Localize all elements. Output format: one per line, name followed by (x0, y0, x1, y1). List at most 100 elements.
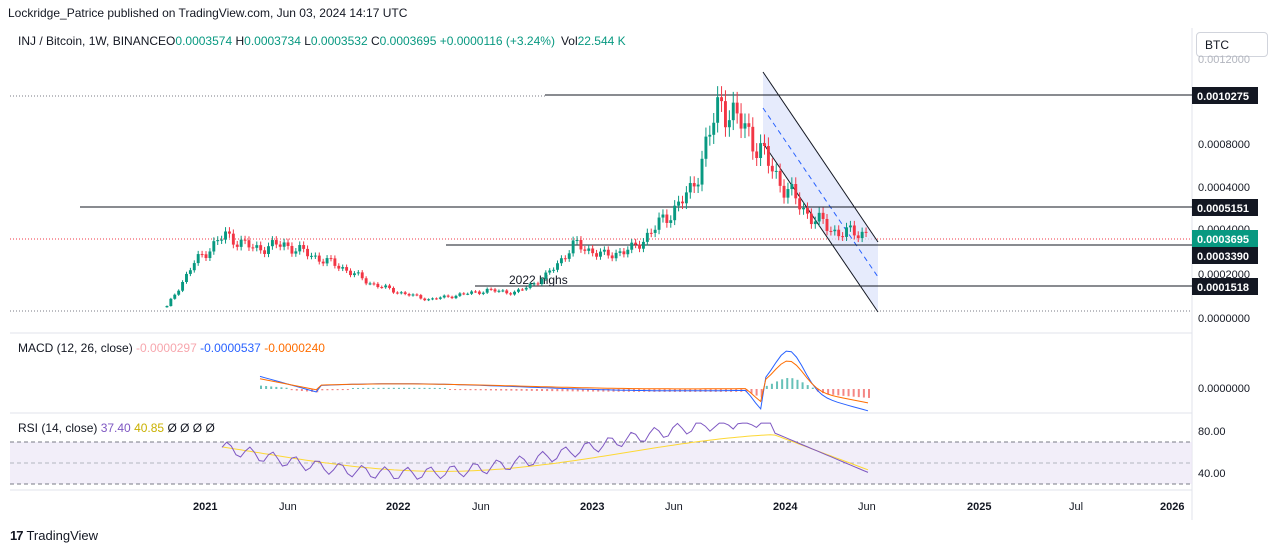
annotation-2022-highs[interactable]: 2022 highs (509, 273, 568, 287)
macd-hist-bar (300, 389, 303, 392)
candle-body (614, 252, 618, 259)
macd-hist-bar (351, 387, 354, 389)
price-tick-clipped: 0.0012000 (1198, 54, 1250, 66)
channel-upper-line[interactable] (762, 71, 879, 243)
candle-body (649, 232, 653, 234)
candle-body (778, 170, 782, 186)
candle-body (352, 273, 356, 276)
macd-hist-bar (837, 389, 840, 396)
candle-body (185, 273, 188, 282)
candle-body (626, 249, 630, 255)
candle-body (364, 278, 368, 284)
candle-body (220, 239, 224, 241)
candle-body (325, 258, 329, 264)
high-value: 0.0003734 (244, 34, 301, 48)
close-value: 0.0003695 (379, 34, 437, 48)
macd-hist-bar (454, 389, 457, 391)
candle-body (798, 198, 802, 210)
candle-body (458, 293, 462, 296)
macd-hist-bar (433, 387, 436, 389)
macd-hist-bar (832, 389, 835, 395)
macd-hist-bar (862, 389, 865, 398)
macd-hist-bar (372, 387, 375, 389)
rsi-value: 37.40 (100, 421, 131, 435)
symbol-name[interactable]: INJ / Bitcoin, 1W, BINANCE (18, 34, 167, 48)
low-value: 0.0003532 (310, 34, 368, 48)
macd-hist-bar (597, 389, 600, 392)
candle-body (860, 231, 864, 239)
candle-body (427, 299, 431, 301)
candle-body (610, 255, 614, 259)
currency-button[interactable]: BTC (1196, 32, 1268, 57)
macd-title[interactable]: MACD (12, 26, close) (18, 341, 133, 355)
candle-body (407, 294, 411, 296)
candle-body (681, 201, 684, 204)
candle-body (669, 220, 673, 223)
candle-body (556, 263, 559, 270)
candle-body (661, 214, 665, 218)
candle-body (848, 225, 852, 228)
channel-mid-line (762, 107, 879, 278)
macd-hist-bar (265, 386, 268, 389)
macd-hist-bar (341, 389, 344, 391)
rsi-extra: Ø Ø Ø Ø (167, 421, 215, 435)
candle-body (567, 253, 571, 259)
candle-body (677, 201, 681, 206)
candle-body (552, 269, 556, 271)
candle-body (302, 245, 306, 249)
macd-hist-bar (551, 389, 554, 392)
macd-hist-bar (546, 389, 549, 392)
candle-body (224, 231, 227, 240)
candle-body (446, 295, 450, 297)
candle-body (524, 287, 528, 290)
macd-hist-bar (464, 389, 467, 391)
candle-body (665, 214, 669, 223)
candle-body (786, 189, 790, 198)
open-label: O (166, 34, 176, 48)
rsi-title[interactable]: RSI (14, close) (18, 421, 98, 435)
macd-hist-bar (474, 389, 477, 391)
macd-hist-bar (367, 387, 370, 389)
candle-body (782, 185, 786, 198)
candle-body (716, 97, 720, 123)
candle-body (563, 258, 567, 260)
candle-body (794, 184, 798, 199)
macd-hist-bar (755, 389, 758, 396)
candle-body (583, 249, 587, 251)
candle-body (466, 293, 470, 295)
macd-hist-bar (745, 389, 748, 392)
candle-body (384, 285, 388, 288)
candle-body (298, 245, 302, 252)
footer-brand[interactable]: 17 TradingView (10, 528, 98, 543)
macd-hist-bar (581, 389, 584, 392)
candle-body (247, 240, 251, 248)
channel-lower-line[interactable] (762, 142, 879, 313)
candle-body (204, 254, 208, 259)
candle-body (462, 293, 466, 295)
macd-hist-bar (459, 389, 462, 391)
macd-hist-bar (515, 389, 518, 391)
low-label: L (304, 34, 311, 48)
high-label: H (235, 34, 245, 48)
macd-hist-bar (811, 387, 814, 389)
macd-hist-bar (449, 389, 452, 391)
macd-signal-line (259, 360, 869, 404)
time-tick: Jun (858, 501, 876, 513)
candle-body (399, 292, 403, 294)
level-label-bg (1192, 199, 1258, 216)
candle-body (181, 281, 185, 291)
candle-body (587, 248, 591, 251)
candle-body (423, 298, 427, 301)
candle-body (368, 283, 372, 285)
candle-body (208, 251, 212, 259)
macd-hist-bar (495, 389, 498, 391)
macd-hist-bar (776, 381, 779, 389)
candle-body (259, 245, 263, 251)
candle-body (641, 241, 645, 249)
last-price-label-bg (1192, 230, 1258, 247)
candle-body (708, 134, 712, 137)
candle-body (517, 289, 520, 292)
macd-hist-bar (801, 382, 804, 389)
candle-body (192, 263, 196, 271)
